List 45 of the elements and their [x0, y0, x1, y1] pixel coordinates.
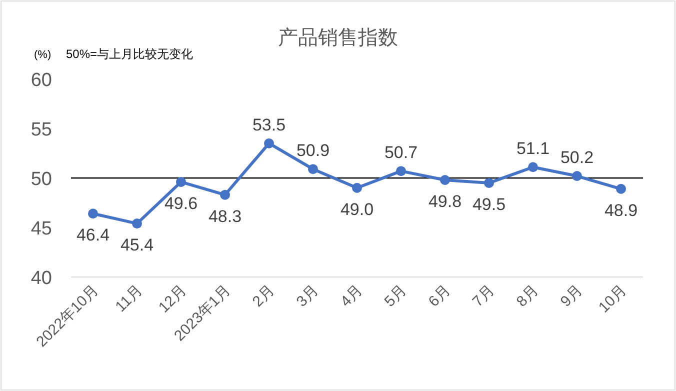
point — [176, 176, 186, 187]
y-tick-label: 40 — [30, 268, 52, 289]
x-tick-label: 10月 — [595, 282, 630, 316]
x-tick-label: 9月 — [557, 282, 586, 310]
point — [352, 182, 362, 193]
x-tick-label: 2月 — [249, 282, 278, 310]
x-tick-label: 8月 — [513, 282, 542, 310]
x-tick-label: 11月 — [112, 282, 146, 316]
point — [88, 208, 98, 219]
y-tick-label: 50 — [30, 169, 52, 190]
point — [440, 174, 450, 185]
x-tick-label: 5月 — [381, 282, 410, 310]
data-label: 49.6 — [164, 194, 198, 213]
point — [132, 218, 142, 229]
point — [528, 162, 538, 172]
point — [220, 190, 230, 200]
y-tick-label: 45 — [30, 218, 52, 240]
point — [308, 164, 318, 174]
data-label: 45.4 — [120, 236, 154, 255]
data-label: 50.7 — [384, 143, 418, 162]
data-label: 48.9 — [604, 200, 638, 220]
x-tick-label: 4月 — [337, 282, 366, 310]
x-tick-label: 12月 — [155, 282, 190, 316]
x-tick-label: 6月 — [425, 282, 454, 310]
point — [484, 178, 494, 188]
data-label: 51.1 — [516, 139, 550, 158]
data-label: 49.8 — [428, 192, 462, 211]
point — [572, 171, 582, 182]
y-axis-title: (%) — [34, 49, 52, 61]
chart-title: 产品销售指数 — [278, 27, 398, 49]
text: 50%=与上月比较无变化 — [66, 47, 194, 61]
point — [264, 138, 274, 148]
data-label: 49.5 — [472, 194, 506, 214]
data-label: 50.2 — [560, 148, 594, 168]
data-label: 48.3 — [208, 206, 242, 226]
x-tick-label: 3月 — [293, 282, 322, 310]
data-label: 53.5 — [252, 115, 286, 134]
data-label: 49.0 — [340, 200, 374, 219]
point — [616, 184, 626, 194]
point — [396, 166, 406, 176]
y-tick-label: 55 — [30, 120, 52, 140]
y-tick-label: 60 — [30, 70, 52, 91]
data-label: 50.9 — [296, 141, 330, 160]
x-tick-label: 7月 — [469, 282, 498, 310]
data-label: 46.4 — [76, 226, 110, 245]
